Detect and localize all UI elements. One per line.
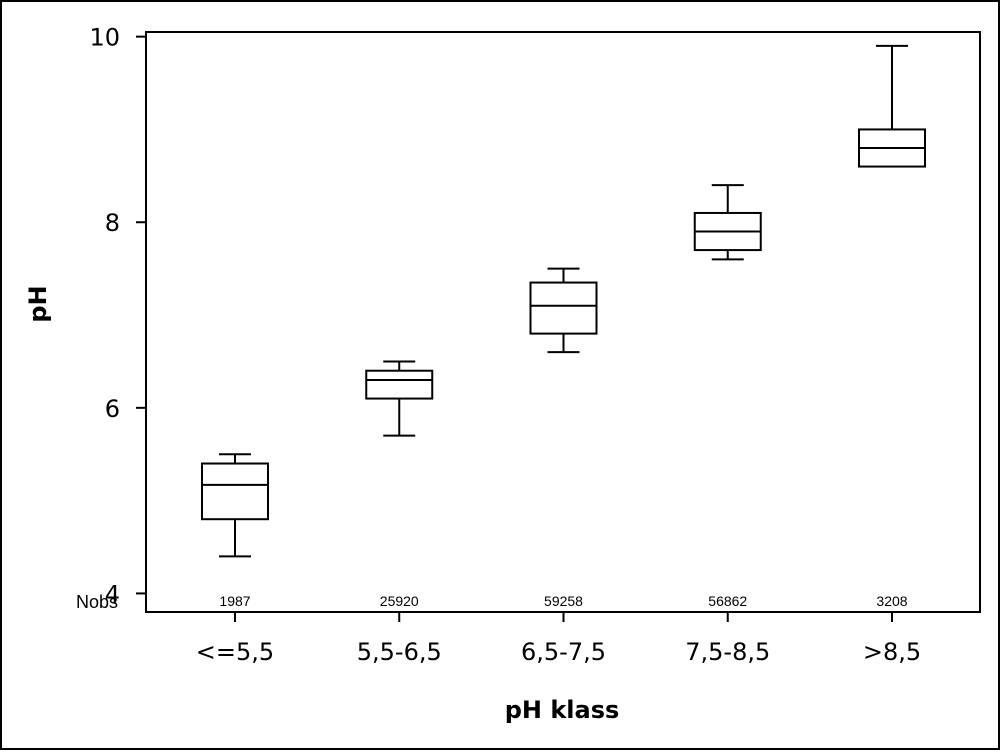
nobs-row: 1987 25920 59258 56862 3208 [219,593,907,609]
box-series [201,44,926,558]
x-axis: <=5,5 5,5-6,5 6,5-7,5 7,5-8,5 >8,5 [196,612,921,666]
box-4 [693,184,762,261]
nobs-value: 1987 [219,593,250,609]
nobs-label: Nobs [76,592,118,612]
y-axis: 4 6 8 10 [89,24,146,608]
box-1 [201,453,269,558]
y-axis-title: pH [24,285,52,322]
y-tick-label: 4 [105,580,120,608]
nobs-value: 59258 [544,593,583,609]
y-tick-label: 8 [105,209,120,237]
box-5 [858,44,926,168]
x-tick-label: <=5,5 [196,638,274,666]
box-iqr [529,281,598,335]
box-iqr [201,462,269,521]
box-iqr [365,369,434,400]
box-2 [365,360,434,437]
x-tick-label: >8,5 [863,638,921,666]
y-tick-label: 6 [105,395,120,423]
x-tick-label: 7,5-8,5 [685,638,770,666]
box-3 [529,267,598,354]
x-axis-title: pH klass [505,696,620,724]
x-tick-label: 6,5-7,5 [521,638,606,666]
nobs-value: 25920 [380,593,419,609]
x-tick-label: 5,5-6,5 [357,638,442,666]
nobs-value: 3208 [876,593,907,609]
y-tick-label: 10 [89,24,120,52]
nobs-value: 56862 [708,593,747,609]
